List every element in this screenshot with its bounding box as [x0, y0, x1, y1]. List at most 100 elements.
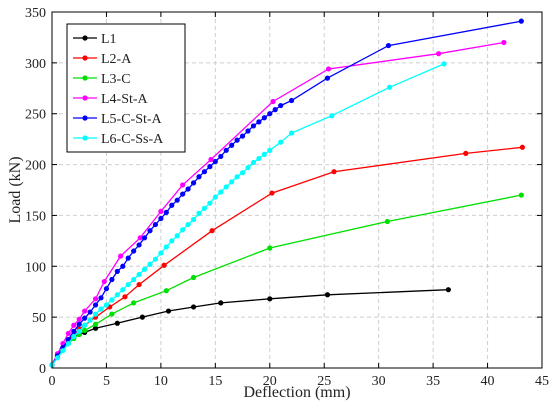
data-point-l5-c-st-a — [163, 209, 169, 215]
x-tick-label: 25 — [317, 374, 331, 389]
data-point-l1 — [114, 320, 120, 326]
y-tick-label: 100 — [25, 260, 46, 275]
data-point-l3-c — [131, 300, 137, 306]
data-point-l5-c-st-a — [223, 147, 229, 153]
data-point-l4-st-a — [137, 235, 143, 241]
data-point-l5-c-st-a — [234, 137, 240, 143]
data-point-l6-c-ss-a — [54, 355, 61, 361]
data-point-l1 — [92, 325, 99, 331]
series-line-l3-c — [51, 194, 522, 366]
x-tick-label: 45 — [535, 374, 549, 389]
data-point-l4-st-a — [82, 308, 88, 314]
data-point-l6-c-ss-a — [278, 139, 284, 145]
data-point-l6-c-ss-a — [163, 244, 169, 250]
data-point-l5-c-st-a — [267, 111, 273, 117]
data-point-l5-c-st-a — [169, 202, 175, 208]
data-point-l6-c-ss-a — [109, 297, 115, 303]
data-point-l6-c-ss-a — [174, 233, 180, 239]
data-point-l6-c-ss-a — [196, 210, 202, 216]
x-tick-label: 5 — [103, 374, 110, 389]
data-point-l5-c-st-a — [136, 242, 142, 248]
data-point-l5-c-st-a — [196, 174, 202, 180]
data-point-l2-a — [136, 281, 142, 288]
data-point-l2-a — [161, 262, 167, 268]
data-point-l6-c-ss-a — [136, 271, 142, 278]
data-point-l3-c — [384, 218, 390, 225]
data-point-l2-a — [463, 150, 469, 156]
data-point-l4-st-a — [92, 296, 99, 302]
legend-marker-l2-a — [82, 55, 88, 61]
data-point-l6-c-ss-a — [261, 151, 267, 157]
data-point-l6-c-ss-a — [386, 84, 393, 90]
data-point-l5-c-st-a — [212, 158, 218, 165]
series-l5-c-st-a — [49, 18, 524, 368]
data-point-l6-c-ss-a — [256, 155, 262, 162]
series-lines — [49, 18, 526, 368]
data-point-l4-st-a — [101, 278, 107, 285]
data-point-l3-c — [92, 321, 99, 327]
data-point-l5-c-st-a — [158, 215, 164, 222]
data-point-l6-c-ss-a — [120, 287, 126, 293]
data-point-l5-c-st-a — [71, 328, 77, 334]
data-point-l6-c-ss-a — [207, 200, 213, 206]
data-point-l2-a — [519, 144, 526, 150]
data-point-l6-c-ss-a — [65, 340, 71, 347]
data-point-l5-c-st-a — [152, 221, 159, 228]
y-axis-label: Load (kN) — [7, 156, 24, 223]
data-point-l4-st-a — [158, 208, 164, 214]
data-point-l6-c-ss-a — [212, 194, 218, 200]
data-point-l5-c-st-a — [218, 153, 224, 160]
data-point-l3-c — [163, 288, 169, 294]
y-tick-label: 0 — [39, 362, 46, 377]
legend-label-l4-st-a: L4-St-A — [101, 92, 149, 107]
y-tick-label: 50 — [32, 311, 46, 326]
x-tick-label: 0 — [49, 374, 56, 389]
data-point-l6-c-ss-a — [250, 159, 257, 166]
series-l6-c-ss-a — [49, 61, 447, 368]
data-point-l5-c-st-a — [185, 186, 191, 192]
data-point-l6-c-ss-a — [141, 266, 148, 272]
series-line-l6-c-ss-a — [51, 63, 445, 366]
legend-marker-l3-c — [82, 75, 88, 81]
data-point-l2-a — [331, 169, 337, 175]
data-point-l5-c-st-a — [250, 123, 257, 129]
legend: L1 L2-A L3-C L4-St-A L5-C-St-A L6-C-Ss-A — [66, 23, 186, 153]
data-point-l2-a — [209, 228, 215, 234]
data-point-l6-c-ss-a — [152, 256, 159, 262]
data-point-l4-st-a — [71, 322, 77, 328]
data-point-l5-c-st-a — [131, 248, 137, 254]
legend-label-l3-c: L3-C — [101, 72, 131, 87]
data-point-l5-c-st-a — [109, 276, 115, 283]
data-point-l5-c-st-a — [261, 115, 267, 121]
data-point-l5-c-st-a — [114, 268, 120, 274]
data-point-l6-c-ss-a — [245, 165, 251, 171]
data-point-l3-c — [109, 311, 115, 317]
data-point-l1 — [445, 287, 451, 293]
data-point-l5-c-st-a — [278, 102, 284, 109]
data-point-l5-c-st-a — [207, 164, 213, 170]
data-point-l5-c-st-a — [98, 295, 104, 301]
data-point-l6-c-ss-a — [158, 250, 164, 256]
data-point-l6-c-ss-a — [125, 281, 131, 288]
x-tick-label: 35 — [426, 374, 440, 389]
data-point-l4-st-a — [435, 51, 442, 57]
data-point-l4-st-a — [118, 253, 124, 259]
data-point-l1 — [218, 300, 224, 306]
axis-ticks: 0 5 10 15 20 25 30 35 40 45 0 50 100 150 200 250 300 350 — [25, 6, 549, 389]
series-l4-st-a — [49, 39, 507, 368]
data-point-l3-c — [518, 192, 524, 198]
data-point-l5-c-st-a — [174, 197, 180, 203]
data-point-l4-st-a — [76, 316, 82, 322]
data-point-l5-c-st-a — [190, 180, 197, 186]
x-tick-label: 10 — [154, 374, 168, 389]
data-point-l2-a — [269, 190, 275, 196]
legend-marker-l1 — [82, 35, 88, 41]
data-point-l4-st-a — [270, 98, 276, 105]
data-point-l5-c-st-a — [141, 235, 148, 241]
data-point-l6-c-ss-a — [267, 147, 273, 153]
x-tick-label: 15 — [208, 374, 222, 389]
data-point-l6-c-ss-a — [71, 333, 77, 340]
y-tick-label: 200 — [25, 159, 46, 174]
data-point-l6-c-ss-a — [234, 174, 240, 180]
data-point-l6-c-ss-a — [147, 261, 153, 267]
